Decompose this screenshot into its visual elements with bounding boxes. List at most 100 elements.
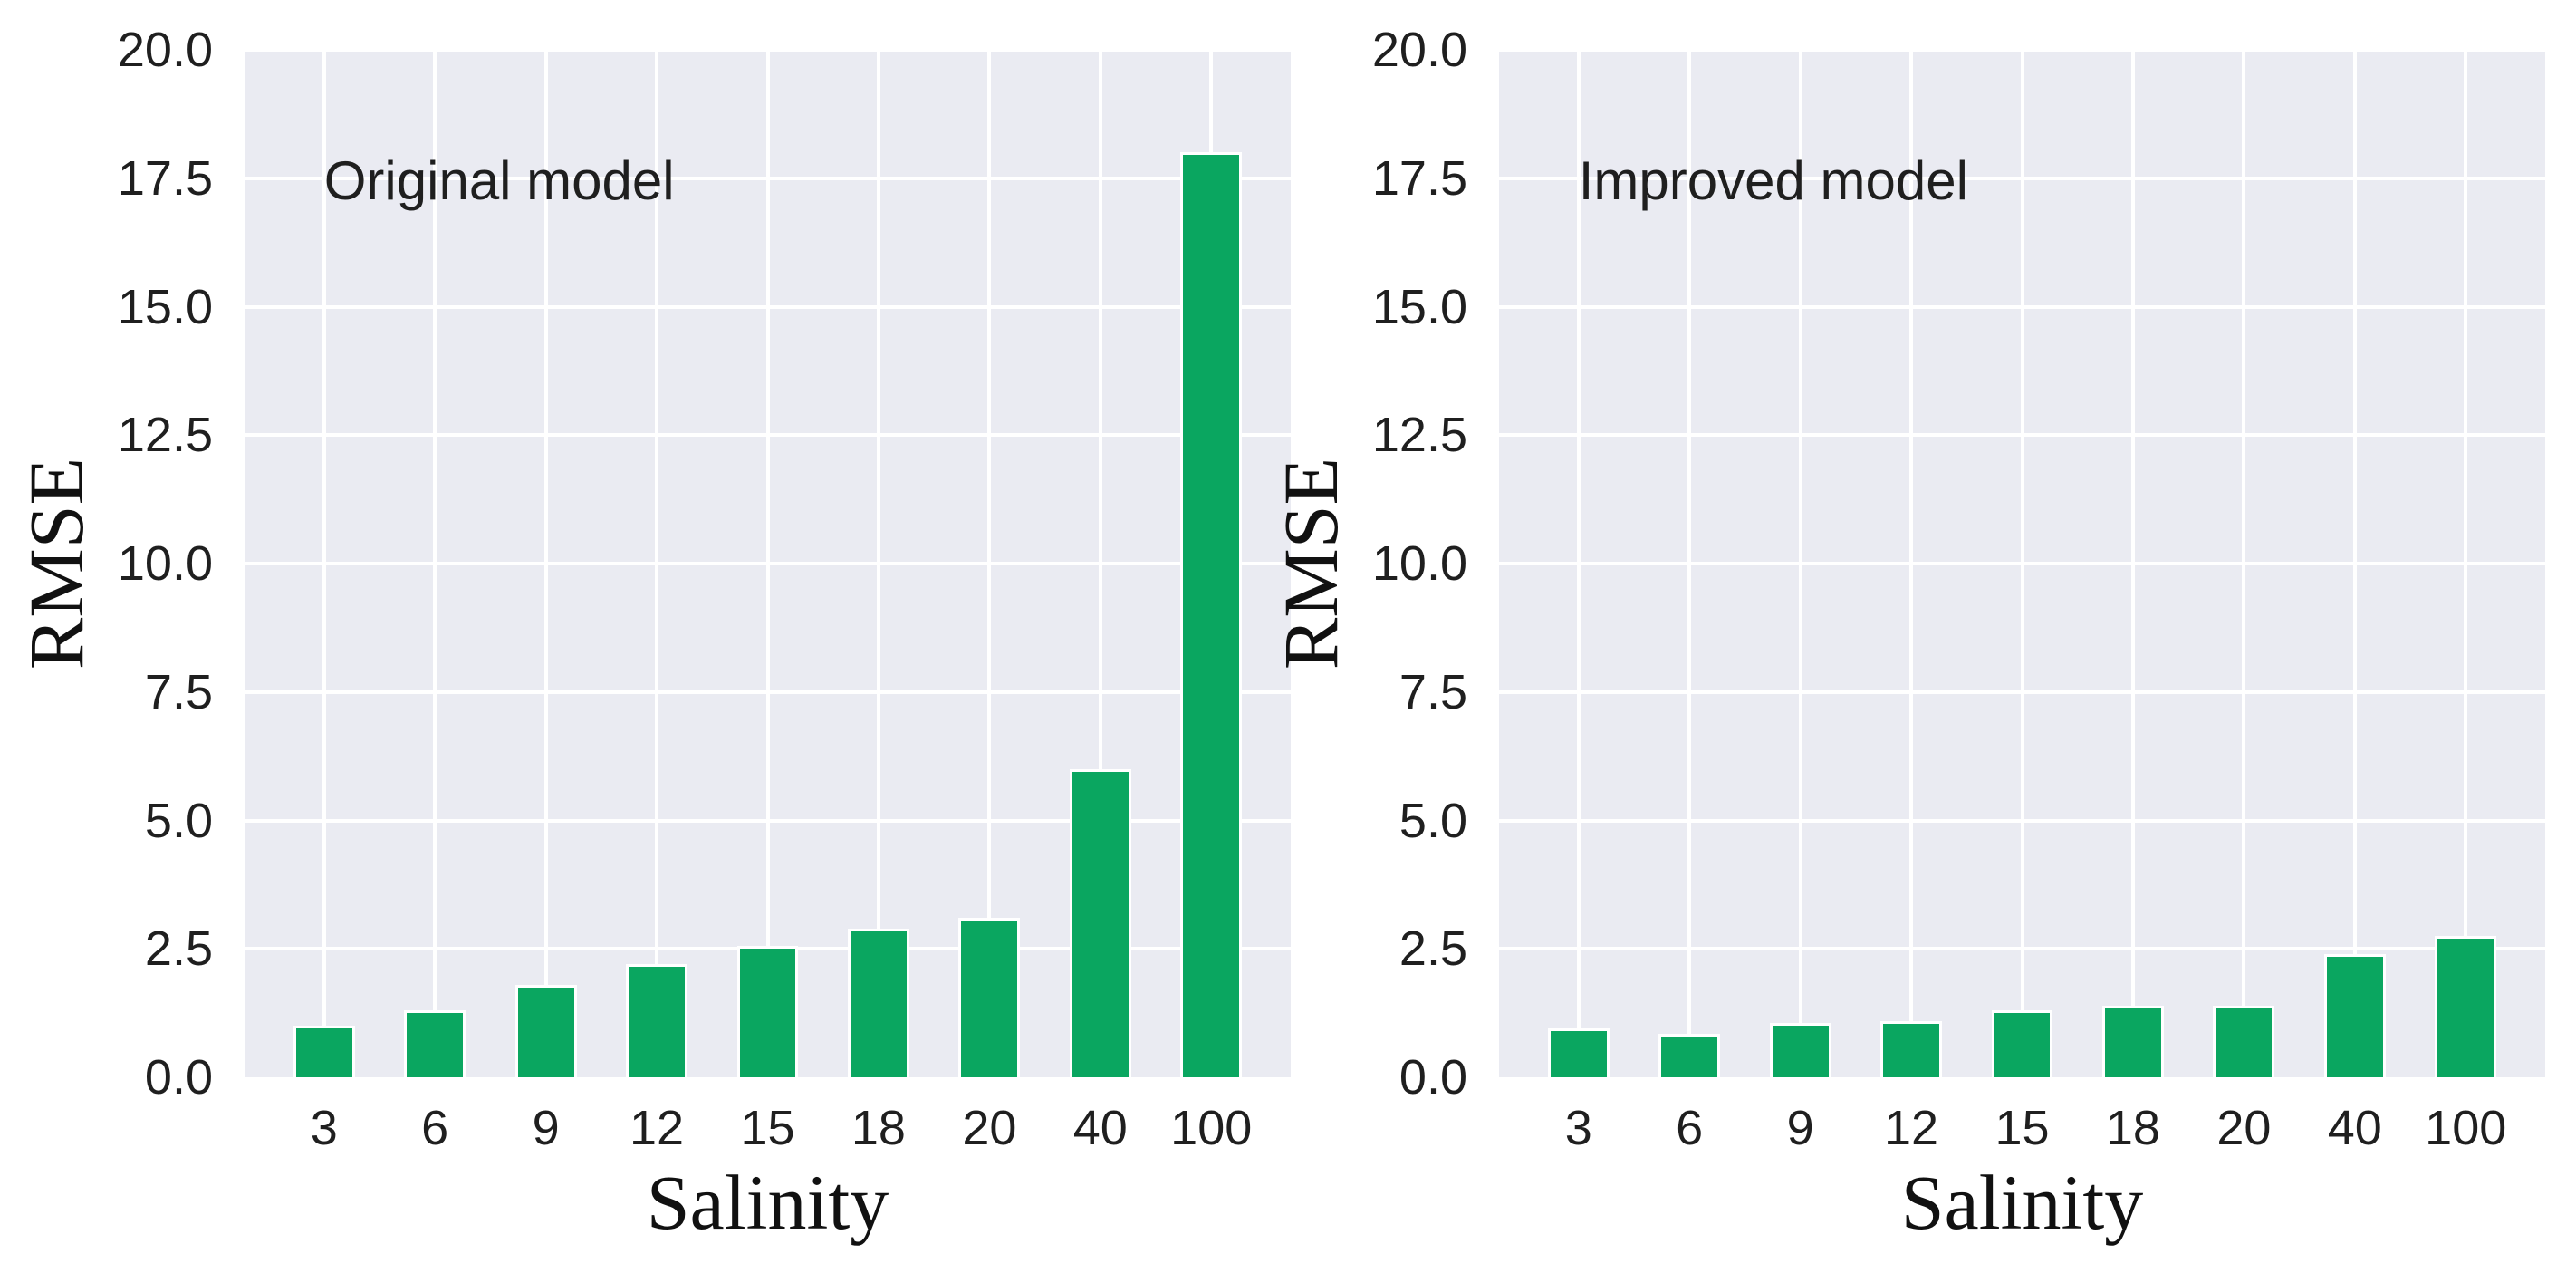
bar-salinity-6	[1658, 1033, 1721, 1077]
y-tick-label: 10.0	[117, 536, 213, 591]
x-axis-label: Salinity	[1900, 1159, 2144, 1246]
x-tick-label: 100	[2425, 1101, 2507, 1155]
bar-salinity-12	[626, 964, 688, 1077]
y-axis-label: RMSE	[13, 50, 101, 1077]
x-gridline	[876, 50, 880, 1077]
x-gridline	[1798, 50, 1802, 1077]
y-axis-tick-labels: 0.0 2.5 5.0 7.5 10.0 12.5 15.0 17.5 20.0	[1273, 25, 1467, 1102]
bar-salinity-9	[514, 984, 577, 1077]
y-tick-label: 5.0	[1399, 793, 1467, 848]
y-tick-label: 17.5	[117, 150, 213, 206]
y-gridline	[1499, 562, 2545, 565]
x-tick-label: 9	[532, 1101, 560, 1155]
y-tick-label: 17.5	[1371, 150, 1467, 206]
bar-salinity-9	[1769, 1023, 1831, 1077]
bar-salinity-6	[404, 1010, 466, 1077]
x-tick-label: 40	[1072, 1101, 1128, 1155]
y-tick-label: 2.5	[144, 921, 213, 977]
y-gridline	[1499, 818, 2545, 823]
bar-salinity-40	[1069, 768, 1131, 1077]
x-tick-label: 12	[630, 1101, 685, 1155]
bar-salinity-100	[1180, 152, 1243, 1077]
y-gridline	[1499, 176, 2545, 180]
plot-area: Original model	[245, 50, 1291, 1077]
y-gridline	[245, 947, 1291, 951]
bar-salinity-20	[2213, 1005, 2275, 1077]
x-gridline	[1687, 50, 1692, 1077]
bar-salinity-40	[2323, 953, 2386, 1077]
y-gridline	[1499, 304, 2545, 309]
bar-salinity-18	[847, 928, 909, 1077]
x-gridline	[322, 50, 326, 1077]
panel-title-annotation: Improved model	[1578, 150, 1968, 212]
x-gridline	[655, 50, 659, 1077]
x-gridline	[1209, 50, 1214, 1077]
x-gridline	[1909, 50, 1914, 1077]
x-tick-label: 20	[2216, 1101, 2272, 1155]
x-gridline	[2020, 50, 2024, 1077]
x-axis-tick-labels: 3 6 9 12 15 18 20 40 100	[245, 1104, 1291, 1176]
bar-salinity-3	[293, 1026, 355, 1077]
bar-salinity-18	[2101, 1005, 2164, 1077]
x-tick-label: 3	[310, 1101, 338, 1155]
y-axis-label-text: RMSE	[1267, 457, 1355, 670]
plot-area: Improved model	[1499, 50, 2545, 1077]
x-gridline	[1576, 50, 1581, 1077]
y-tick-label: 15.0	[117, 279, 213, 334]
y-gridline	[245, 304, 1291, 309]
x-tick-label: 100	[1170, 1101, 1253, 1155]
x-tick-label: 15	[1994, 1101, 2050, 1155]
y-tick-label: 12.5	[1371, 408, 1467, 463]
y-tick-label: 2.5	[1399, 921, 1467, 977]
y-tick-label: 7.5	[1399, 664, 1467, 719]
x-tick-label: 6	[1676, 1101, 1704, 1155]
x-tick-label: 40	[2327, 1101, 2382, 1155]
y-axis-label: RMSE	[1267, 50, 1355, 1077]
bar-salinity-12	[1880, 1020, 1943, 1077]
y-tick-label: 15.0	[1371, 279, 1467, 334]
bar-salinity-15	[1991, 1010, 2053, 1077]
y-tick-label: 20.0	[1371, 23, 1467, 77]
x-gridline	[1098, 50, 1102, 1077]
y-gridline	[245, 50, 1291, 52]
x-gridline	[987, 50, 992, 1077]
x-gridline	[765, 50, 770, 1077]
y-axis-label-text: RMSE	[13, 457, 101, 670]
y-gridline	[1499, 433, 2545, 438]
x-gridline	[543, 50, 548, 1077]
x-tick-label: 18	[2105, 1101, 2160, 1155]
x-tick-label: 15	[740, 1101, 795, 1155]
x-gridline	[2464, 50, 2468, 1077]
y-tick-label: 10.0	[1371, 536, 1467, 591]
x-tick-label: 20	[962, 1101, 1017, 1155]
x-tick-label: 3	[1564, 1101, 1592, 1155]
y-tick-label: 12.5	[117, 408, 213, 463]
x-gridline	[433, 50, 437, 1077]
y-tick-label: 20.0	[117, 23, 213, 77]
x-axis-tick-labels: 3 6 9 12 15 18 20 40 100	[1499, 1104, 2545, 1176]
y-tick-label: 5.0	[144, 793, 213, 848]
y-gridline	[245, 818, 1291, 823]
x-tick-label: 12	[1884, 1101, 1939, 1155]
y-gridline	[1499, 50, 2545, 52]
x-gridline	[2130, 50, 2135, 1077]
y-gridline	[1499, 947, 2545, 951]
panel-title-annotation: Original model	[323, 150, 675, 212]
y-tick-label: 0.0	[1399, 1050, 1467, 1104]
y-gridline	[245, 562, 1291, 565]
x-tick-label: 6	[421, 1101, 449, 1155]
bar-salinity-100	[2435, 936, 2497, 1077]
y-gridline	[245, 433, 1291, 438]
x-tick-label: 18	[851, 1101, 906, 1155]
bar-salinity-20	[958, 918, 1021, 1077]
y-gridline	[245, 176, 1291, 180]
x-axis-label: Salinity	[646, 1159, 889, 1246]
y-tick-label: 0.0	[144, 1050, 213, 1104]
bar-salinity-3	[1547, 1028, 1610, 1077]
x-gridline	[2352, 50, 2357, 1077]
bar-salinity-15	[736, 946, 799, 1077]
x-gridline	[2242, 50, 2246, 1077]
y-tick-label: 7.5	[144, 664, 213, 719]
